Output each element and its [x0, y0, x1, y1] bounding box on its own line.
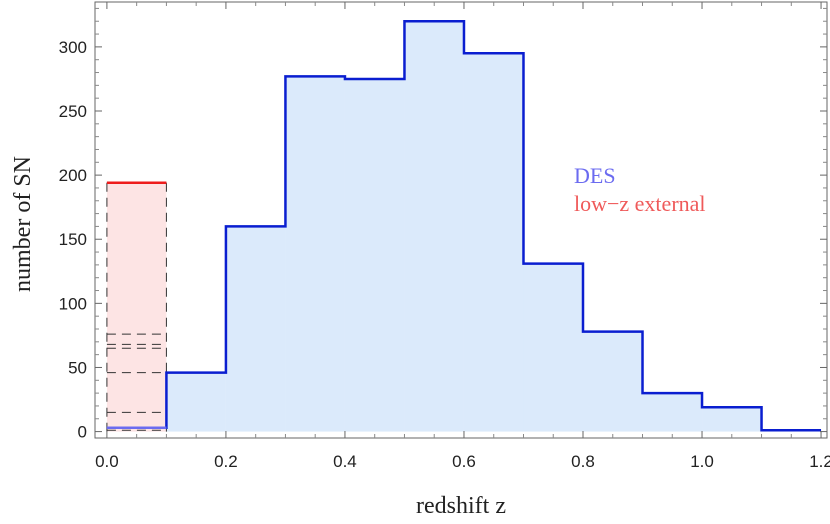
des-bar [166, 372, 226, 432]
x-tick-label: 0.4 [333, 452, 357, 471]
y-tick-label: 150 [59, 230, 87, 249]
x-tick-label: 0.2 [214, 452, 238, 471]
x-tick-label: 0.0 [95, 452, 119, 471]
legend-entry-des: DES [574, 163, 616, 188]
x-tick-label: 0.8 [571, 452, 595, 471]
legend-entry-low-z-external: low−z external [574, 191, 706, 216]
x-tick-label: 1.0 [690, 452, 714, 471]
des-bar [344, 78, 405, 432]
axis-ticks: 0.0 0.2 0.4 0.6 0.8 1.0 1.2 0 50 100 150 200 250 300 [59, 2, 830, 471]
des-bar [583, 331, 643, 432]
low-z-bar [106, 182, 167, 432]
des-series-line [106, 19, 822, 432]
plot-lines [106, 19, 822, 432]
x-axis-label: redshift z [416, 493, 506, 519]
x-tick-label: 1.2 [809, 452, 830, 471]
des-bar [285, 76, 345, 432]
y-tick-label: 200 [59, 166, 87, 185]
des-bar [642, 393, 703, 432]
y-tick-label: 100 [59, 294, 87, 313]
des-bar [702, 407, 762, 432]
y-tick-label: 50 [68, 358, 87, 377]
x-tick-label: 0.6 [452, 452, 476, 471]
plot-fills [106, 21, 822, 432]
des-bar [463, 53, 524, 432]
des-bar [404, 21, 464, 432]
des-bar [225, 226, 286, 432]
y-tick-label: 0 [78, 423, 87, 442]
plot-frame [94, 1, 828, 439]
y-tick-label: 300 [59, 38, 87, 57]
y-axis-label: number of SN [10, 156, 36, 292]
des-bar [523, 263, 583, 432]
y-tick-label: 250 [59, 102, 87, 121]
